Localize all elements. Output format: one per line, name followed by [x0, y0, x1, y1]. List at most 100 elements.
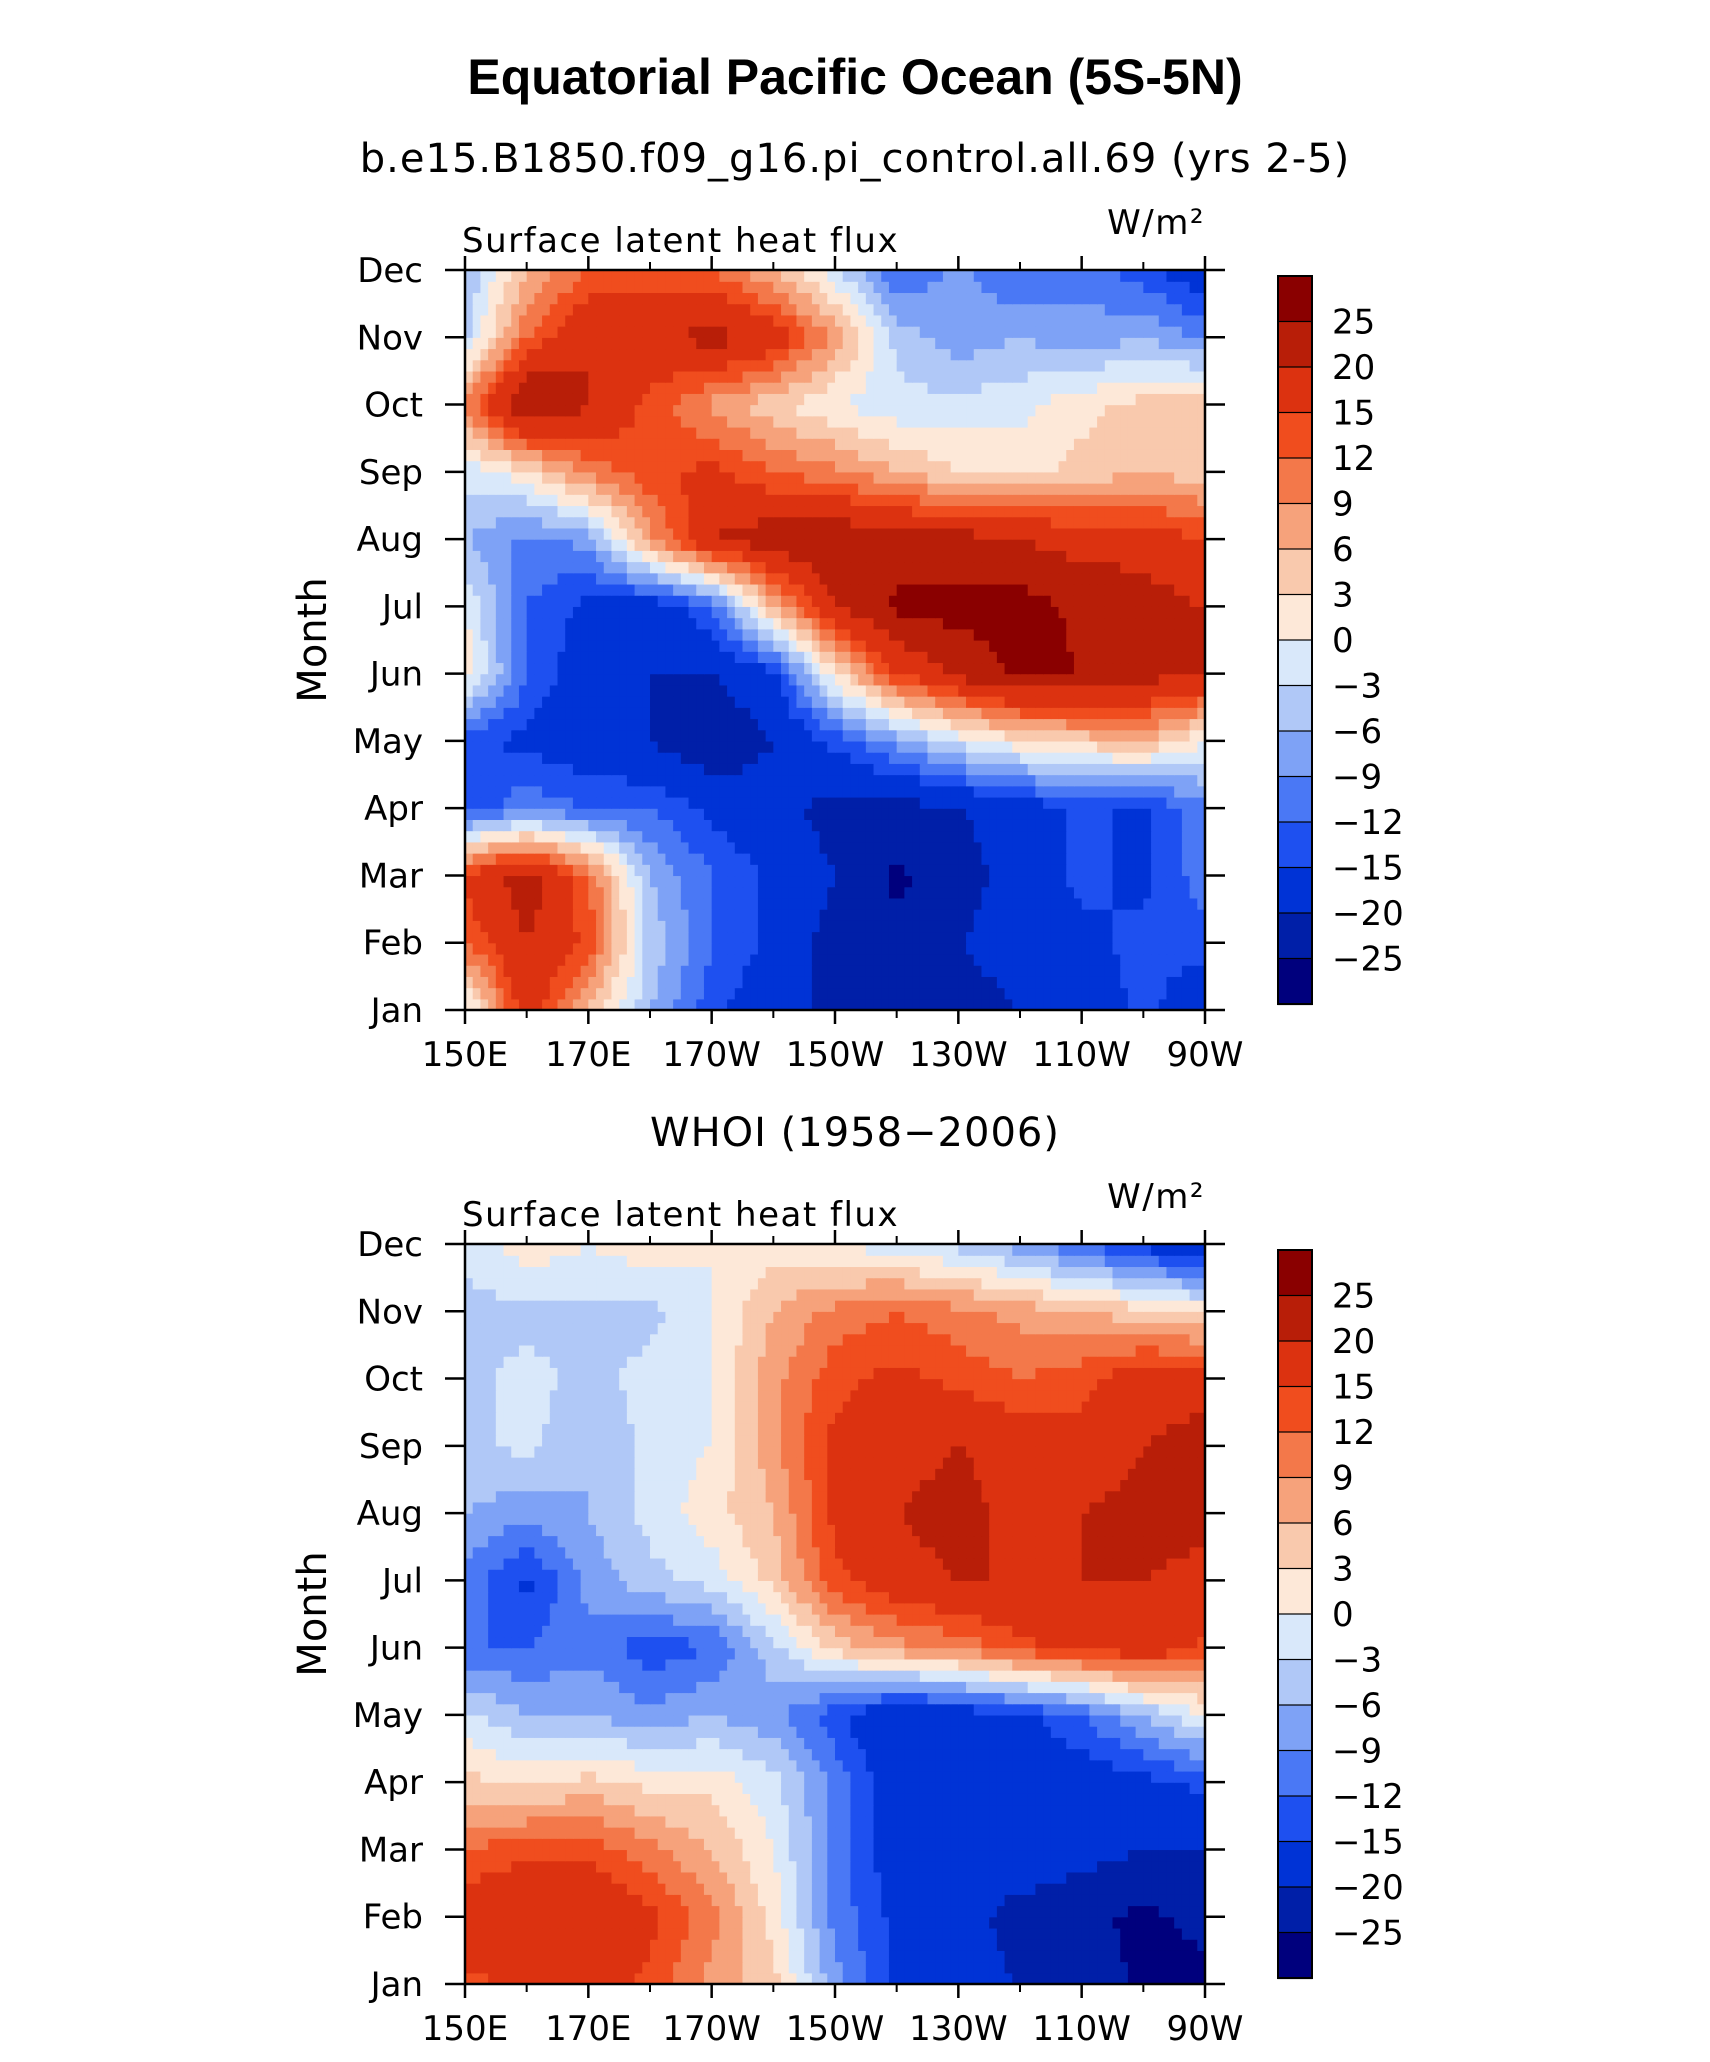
- heatmap-cell: [588, 853, 597, 865]
- heatmap-cell: [680, 763, 690, 776]
- heatmap-cell: [904, 920, 913, 933]
- heatmap-cell: [1112, 886, 1121, 899]
- heatmap-cell: [642, 718, 651, 731]
- heatmap-cell: [904, 886, 913, 899]
- heatmap-cell: [572, 785, 582, 798]
- heatmap-cell: [518, 998, 528, 1010]
- heatmap-cell: [1058, 572, 1067, 585]
- heatmap-cell: [657, 998, 667, 1010]
- heatmap-cell: [1120, 696, 1129, 708]
- heatmap-cell: [850, 516, 859, 529]
- heatmap-cell: [642, 897, 651, 910]
- heatmap-cell: [1112, 897, 1121, 910]
- heatmap-cell: [873, 438, 882, 450]
- heatmap-cell: [1189, 471, 1198, 484]
- heatmap-cell: [703, 763, 713, 776]
- heatmap-cell: [1043, 662, 1052, 675]
- heatmap-cell: [1104, 673, 1114, 686]
- heatmap-cell: [619, 841, 628, 854]
- heatmap-cell: [796, 471, 805, 484]
- heatmap-cell: [549, 785, 559, 798]
- heatmap-cell: [472, 864, 482, 877]
- heatmap-cell: [511, 830, 520, 843]
- heatmap-cell: [619, 505, 628, 518]
- heatmap-cell: [1166, 718, 1175, 731]
- heatmap-cell: [572, 572, 582, 585]
- heatmap-cell: [526, 785, 535, 798]
- heatmap-cell: [688, 785, 697, 798]
- heatmap-cell: [727, 909, 736, 921]
- heatmap-cell: [1189, 965, 1198, 977]
- heatmap-cell: [973, 696, 983, 708]
- heatmap-cell: [634, 853, 643, 865]
- heatmap-cell: [1012, 909, 1021, 921]
- heatmap-cell: [742, 583, 751, 596]
- heatmap-cell: [557, 729, 566, 742]
- heatmap-cell: [495, 853, 505, 865]
- heatmap-cell: [580, 841, 589, 854]
- heatmap-cell: [904, 740, 913, 753]
- heatmap-cell: [557, 841, 566, 854]
- heatmap-cell: [1197, 595, 1205, 607]
- heatmap-cell: [927, 684, 936, 697]
- heatmap-cell: [1058, 684, 1067, 697]
- heatmap-cell: [711, 662, 720, 675]
- heatmap-cell: [781, 953, 790, 966]
- heatmap-cell: [896, 426, 905, 439]
- heatmap-cell: [927, 897, 936, 910]
- heatmap-cell: [1151, 640, 1160, 652]
- heatmap-cell: [534, 998, 543, 1010]
- heatmap-cell: [942, 909, 952, 921]
- heatmap-cell: [958, 920, 967, 933]
- heatmap-cell: [827, 774, 836, 787]
- heatmap-cell: [888, 696, 898, 708]
- heatmap-cell: [742, 785, 751, 798]
- heatmap-cell: [1073, 774, 1083, 787]
- heatmap-cell: [973, 830, 983, 843]
- heatmap-cell: [1035, 729, 1044, 742]
- heatmap-cell: [942, 505, 952, 518]
- heatmap-cell: [1081, 617, 1090, 630]
- heatmap-cell: [472, 583, 482, 596]
- heatmap-cell: [572, 471, 582, 484]
- heatmap-cell: [919, 539, 929, 551]
- heatmap-cell: [881, 841, 890, 854]
- heatmap-cell: [518, 785, 528, 798]
- heatmap-cell: [557, 483, 566, 495]
- heatmap-cell: [804, 819, 813, 832]
- heatmap-cell: [942, 684, 952, 697]
- heatmap-cell: [565, 920, 574, 933]
- heatmap-cell: [1189, 920, 1198, 933]
- heatmap-cell: [1004, 998, 1013, 1010]
- heatmap-cell: [781, 785, 790, 798]
- heatmap-cell: [511, 796, 520, 809]
- heatmap-cell: [912, 539, 921, 551]
- heatmap-cell: [1181, 819, 1191, 832]
- heatmap-cell: [1081, 471, 1090, 484]
- heatmap-cell: [727, 853, 736, 865]
- heatmap-cell: [835, 875, 844, 888]
- heatmap-cell: [1174, 808, 1183, 820]
- heatmap-cell: [696, 920, 705, 933]
- heatmap-cell: [989, 808, 998, 820]
- heatmap-cell: [534, 494, 543, 507]
- heatmap-cell: [1104, 796, 1114, 809]
- heatmap-cell: [1043, 426, 1052, 439]
- heatmap-cell: [1012, 931, 1021, 944]
- heatmap-cell: [472, 516, 482, 529]
- heatmap-cell: [966, 931, 975, 944]
- heatmap-cell: [518, 808, 528, 820]
- heatmap-cell: [773, 471, 782, 484]
- heatmap-cell: [1035, 774, 1044, 787]
- heatmap-cell: [518, 516, 528, 529]
- heatmap-cell: [1135, 740, 1144, 753]
- heatmap-cell: [912, 527, 921, 540]
- heatmap-cell: [611, 483, 620, 495]
- heatmap-cell: [1143, 662, 1152, 675]
- heatmap-cell: [827, 550, 836, 563]
- heatmap-cell: [518, 774, 528, 787]
- heatmap-cell: [827, 662, 836, 675]
- heatmap-cell: [742, 931, 751, 944]
- heatmap-cell: [696, 752, 705, 764]
- heatmap-cell: [588, 763, 597, 776]
